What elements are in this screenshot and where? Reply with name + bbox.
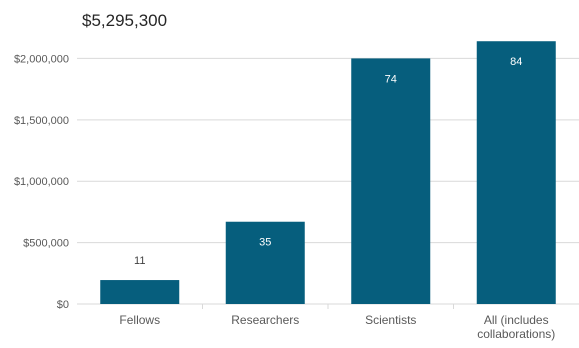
data-label: 11 [134, 255, 145, 267]
data-labels: 11 35 74 84 [134, 56, 522, 267]
y-tick-label: $1,500,000 [14, 115, 69, 127]
header-total: $5,295,300 [82, 11, 167, 30]
bar [351, 58, 431, 304]
y-tick-label: $2,000,000 [14, 53, 69, 65]
x-tick-label: Fellows [119, 313, 160, 327]
data-label: 35 [259, 237, 271, 249]
x-axis-ticks: Fellows Researchers Scientists All (include… [119, 313, 555, 341]
x-tick-label: Researchers [231, 313, 299, 327]
bar [100, 280, 180, 304]
bar [225, 221, 305, 304]
x-tick-label: Scientists [365, 313, 416, 327]
data-label: 74 [385, 73, 397, 85]
y-tick-label: $500,000 [23, 238, 69, 250]
bar [476, 41, 556, 304]
y-tick-label: $0 [57, 299, 69, 311]
y-tick-label: $1,000,000 [14, 176, 69, 188]
y-axis-ticks: $0 $500,000 $1,000,000 $1,500,000 $2,000,000 [14, 53, 69, 311]
data-label: 84 [510, 56, 522, 68]
x-tick-label: All (includes collaborations) [477, 313, 555, 341]
bars [100, 41, 556, 304]
